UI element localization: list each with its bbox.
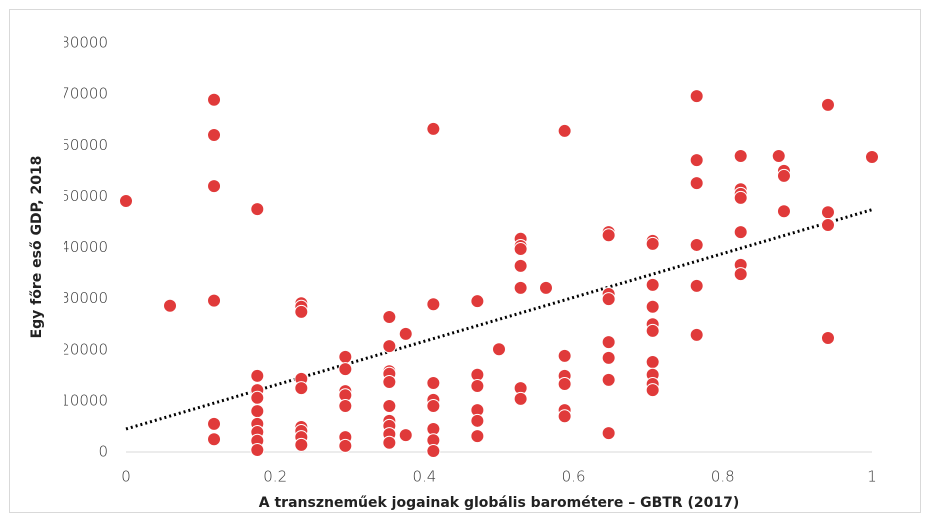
- point: [733, 225, 748, 240]
- point: [207, 92, 222, 107]
- point: [733, 190, 748, 205]
- point: [776, 204, 791, 219]
- point: [207, 179, 222, 194]
- point: [689, 327, 704, 342]
- point: [689, 278, 704, 293]
- point: [338, 349, 353, 364]
- point: [338, 362, 353, 377]
- point: [207, 416, 222, 431]
- y-tick-label: 10000: [60, 391, 108, 409]
- point: [163, 298, 178, 313]
- point: [771, 148, 786, 163]
- point: [645, 355, 660, 370]
- point: [426, 375, 441, 390]
- point: [557, 123, 572, 138]
- point: [601, 335, 616, 350]
- point: [492, 342, 506, 357]
- point: [645, 277, 660, 292]
- point: [601, 292, 616, 307]
- point: [820, 218, 835, 233]
- x-tick-label: 0.2: [263, 468, 287, 486]
- point: [250, 404, 265, 419]
- x-tick-label: 0.6: [562, 468, 586, 486]
- point: [250, 390, 265, 405]
- x-tick-label: 1: [867, 468, 877, 486]
- point: [645, 236, 660, 251]
- point: [250, 202, 265, 217]
- point: [776, 168, 791, 183]
- point: [557, 348, 572, 363]
- point: [689, 176, 704, 191]
- point: [338, 438, 353, 453]
- point: [470, 379, 485, 394]
- point: [382, 310, 397, 325]
- point: [601, 426, 616, 441]
- y-tick-label: 60000: [60, 136, 108, 154]
- point: [426, 398, 441, 413]
- point: [513, 280, 528, 295]
- point: [294, 304, 309, 319]
- y-tick-label: 70000: [60, 85, 108, 103]
- y-tick-label: 20000: [60, 340, 108, 358]
- y-tick-label: 40000: [60, 238, 108, 256]
- point: [338, 398, 353, 413]
- y-tick-label: 50000: [60, 187, 108, 205]
- point: [398, 428, 413, 443]
- point: [601, 228, 616, 243]
- point: [398, 326, 413, 341]
- point: [513, 391, 528, 406]
- y-tick-label: 80000: [60, 34, 108, 52]
- y-tick-label: 30000: [60, 289, 108, 307]
- point: [820, 97, 835, 112]
- x-tick-label: 0.4: [412, 468, 436, 486]
- x-tick-label: 0: [121, 468, 131, 486]
- point: [207, 128, 222, 143]
- point: [382, 339, 397, 354]
- point: [645, 383, 660, 398]
- point: [601, 350, 616, 365]
- point: [426, 121, 441, 136]
- point: [250, 368, 265, 383]
- y-tick-labels: 0 10000 20000 30000 40000 50000 60000 70000 8000…: [60, 34, 108, 461]
- x-tick-label: 0.8: [711, 468, 735, 486]
- point: [382, 435, 397, 450]
- point: [689, 237, 704, 252]
- point: [601, 372, 616, 387]
- point: [382, 398, 397, 413]
- point: [733, 267, 748, 282]
- point: [538, 280, 553, 295]
- point: [426, 297, 441, 312]
- x-axis-title: A transzneműek jogainak globális baromét…: [259, 495, 739, 511]
- y-tick-label: 0: [98, 443, 108, 461]
- point: [645, 323, 660, 338]
- y-axis-title: Egy főre eső GDP, 2018: [29, 156, 45, 339]
- point: [470, 429, 485, 444]
- point: [557, 409, 572, 424]
- point: [865, 150, 879, 165]
- point: [294, 381, 309, 396]
- point: [207, 432, 222, 447]
- point: [513, 258, 528, 273]
- point: [294, 437, 309, 452]
- point: [470, 294, 485, 309]
- point: [557, 377, 572, 392]
- point: [645, 299, 660, 314]
- point: [426, 443, 441, 458]
- chart-border: [9, 9, 921, 513]
- point: [382, 374, 397, 389]
- point: [689, 153, 704, 168]
- point: [513, 242, 528, 257]
- point: [207, 293, 222, 308]
- point: [820, 330, 835, 345]
- point: [689, 89, 704, 104]
- point: [820, 205, 835, 220]
- point: [470, 413, 485, 428]
- point: [119, 193, 133, 208]
- point: [733, 148, 748, 163]
- point: [250, 442, 265, 457]
